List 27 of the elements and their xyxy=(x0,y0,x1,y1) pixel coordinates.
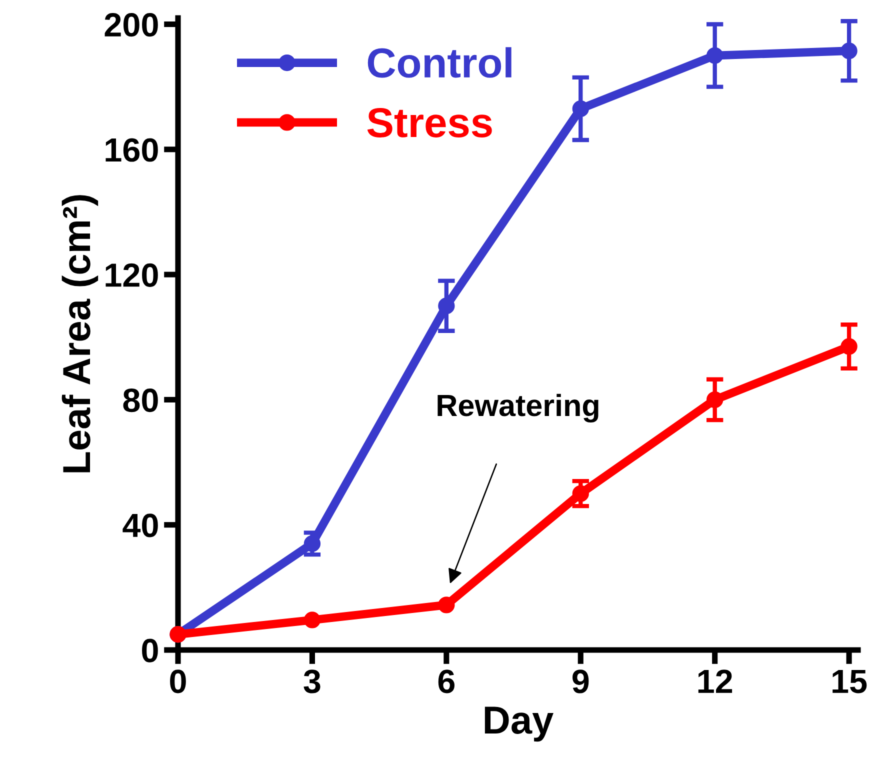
point xyxy=(304,612,321,628)
x-axis-title: Day xyxy=(484,706,554,742)
point xyxy=(304,535,321,552)
y-axis-title: Leaf Area (cm²) xyxy=(62,195,98,472)
point xyxy=(572,100,589,118)
x-tick-label: 9 xyxy=(572,670,589,694)
annotation: Rewatering xyxy=(438,394,598,422)
x-tick-label: 12 xyxy=(698,670,732,693)
y-tick-label: 120 xyxy=(106,263,158,287)
point xyxy=(706,391,724,408)
point xyxy=(438,298,455,314)
y-tick-label: 160 xyxy=(106,138,158,162)
y-tick-label: 200 xyxy=(104,13,158,37)
point xyxy=(438,596,455,614)
x-tick-label: 6 xyxy=(438,670,454,694)
x-tick-label: 15 xyxy=(832,670,867,694)
point xyxy=(706,47,724,64)
point xyxy=(572,485,589,502)
x-tick-label: 3 xyxy=(304,670,320,694)
y-tick-label: 0 xyxy=(142,638,158,662)
x-tick-label: 0 xyxy=(170,670,186,694)
legend-label: Stress xyxy=(367,108,492,138)
y-tick-label: 40 xyxy=(122,514,158,538)
legend-label: Control xyxy=(368,47,512,78)
point xyxy=(840,42,858,60)
y-tick-label: 80 xyxy=(123,388,158,412)
point xyxy=(840,338,858,355)
